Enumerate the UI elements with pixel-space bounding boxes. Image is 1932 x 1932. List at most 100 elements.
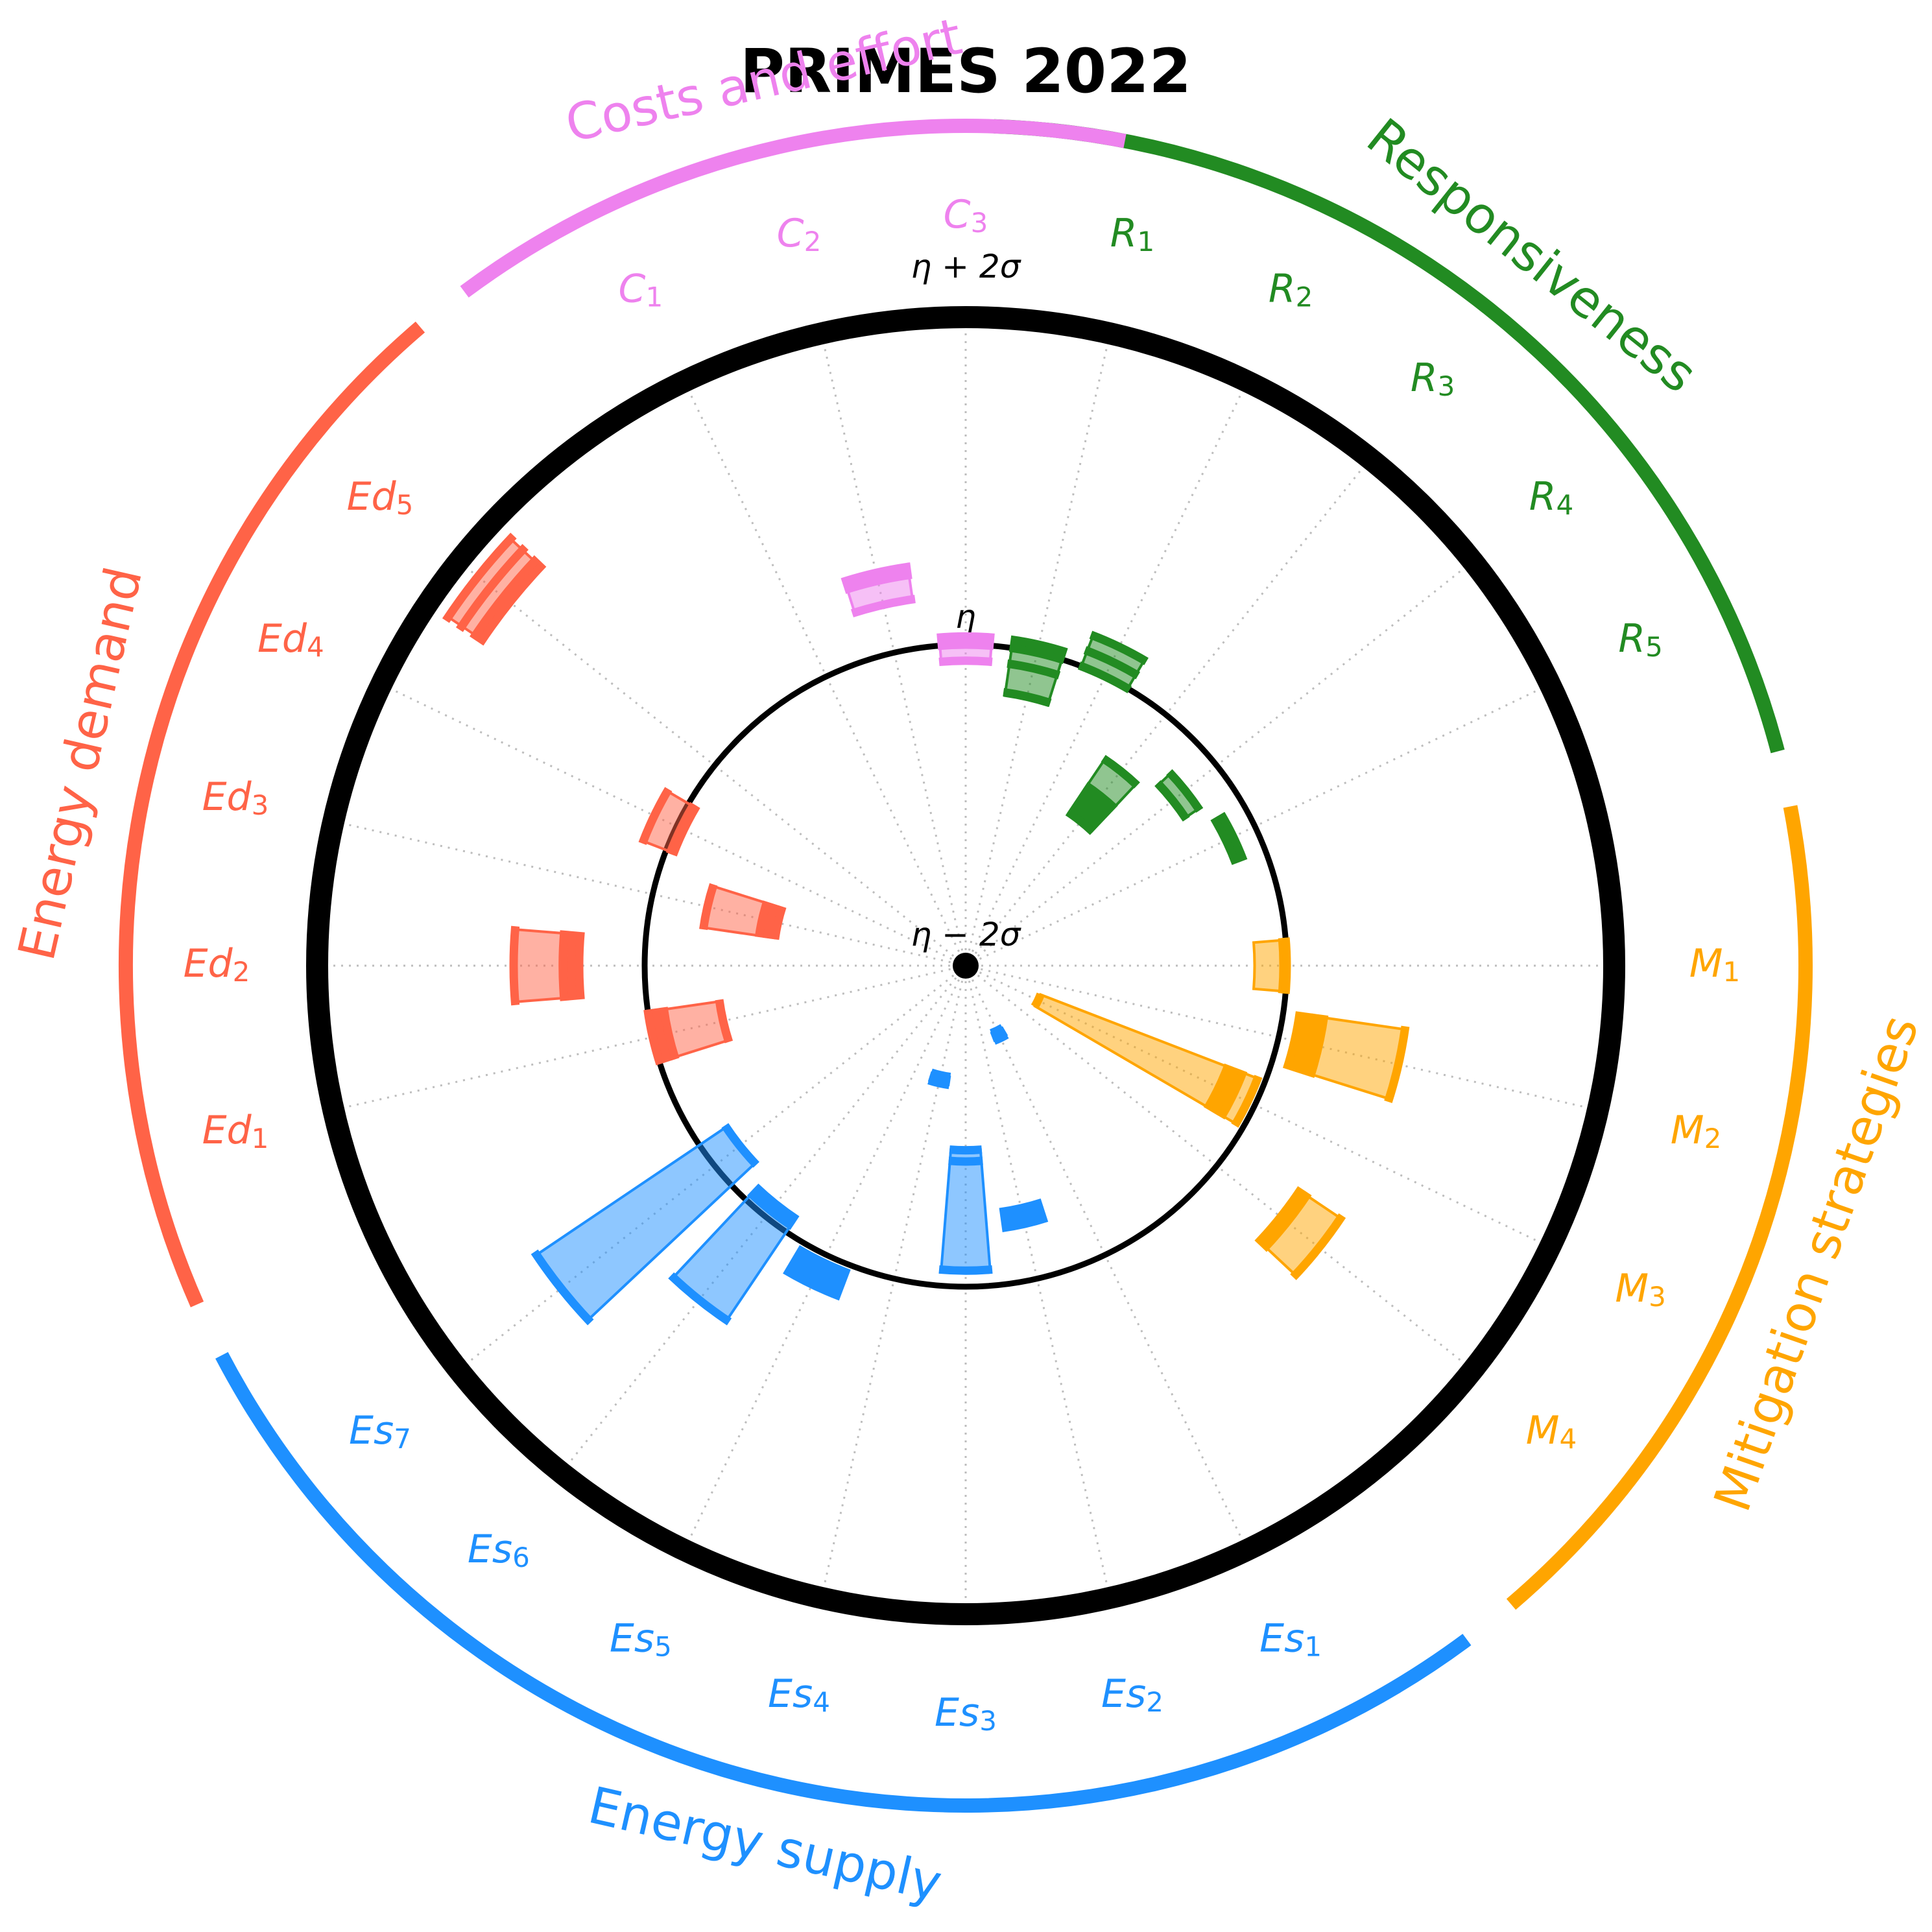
value-mark-r1-2 bbox=[1007, 659, 1061, 680]
variable-label-r4: R4 bbox=[1529, 473, 1573, 520]
value-mark-r4-1 bbox=[1154, 780, 1190, 822]
center-reference-label: η − 2σ bbox=[911, 916, 1021, 953]
value-mark-es2-1 bbox=[999, 1198, 1044, 1217]
value-mark-m3-2 bbox=[1203, 1063, 1233, 1112]
outer-reference-circle bbox=[306, 306, 1625, 1625]
variable-label-es4: Es4 bbox=[768, 1671, 830, 1718]
value-mark-m4-3 bbox=[1290, 1213, 1346, 1280]
chart-title: PRIMES 2022 bbox=[740, 36, 1191, 107]
variable-label-ed5: Ed5 bbox=[347, 473, 414, 520]
value-mark-es6-2 bbox=[746, 1189, 795, 1230]
spoke-line-es1 bbox=[964, 965, 1248, 1551]
value-mark-ed1-4 bbox=[643, 1008, 665, 1066]
value-mark-es1-1 bbox=[989, 1024, 1005, 1038]
value-mark-m2-5 bbox=[1384, 1025, 1410, 1103]
value-mark-c3-2 bbox=[937, 640, 994, 650]
value-mark-r2-3 bbox=[1089, 630, 1149, 665]
value-mark-es3-3 bbox=[938, 1265, 993, 1275]
value-mark-ed2-1 bbox=[575, 931, 585, 1000]
value-mark-m3-5 bbox=[1231, 1075, 1263, 1128]
center-reference-dot bbox=[953, 953, 979, 979]
value-mark-m2-2 bbox=[1291, 1012, 1313, 1073]
value-mark-es1-2 bbox=[992, 1031, 1009, 1045]
value-mark-r3-3 bbox=[1074, 794, 1107, 824]
value-mark-m2-3 bbox=[1298, 1013, 1320, 1076]
value-mark-r3-1 bbox=[1065, 808, 1096, 835]
variable-label-r1: R1 bbox=[1110, 211, 1154, 257]
variable-label-c1: C1 bbox=[619, 266, 663, 313]
range-bars bbox=[442, 532, 1410, 1326]
spoke-line-r3 bbox=[964, 458, 1371, 966]
variable-label-m4: M4 bbox=[1526, 1408, 1577, 1455]
value-mark-es5-3 bbox=[787, 1259, 845, 1293]
value-mark-r1-3 bbox=[1008, 643, 1066, 665]
value-mark-r5-1 bbox=[1210, 816, 1240, 865]
value-mark-ed2-4 bbox=[509, 925, 520, 1006]
value-mark-c2-2 bbox=[843, 570, 912, 594]
value-mark-r4-2 bbox=[1166, 769, 1204, 813]
value-mark-ed3-3 bbox=[754, 900, 771, 938]
value-mark-es7-1 bbox=[721, 1123, 759, 1168]
value-mark-es5-4 bbox=[783, 1266, 842, 1301]
group-arc-energy-supply bbox=[215, 1352, 1472, 1813]
value-mark-m2-4 bbox=[1306, 1014, 1329, 1079]
value-mark-es5-2 bbox=[791, 1252, 848, 1285]
variable-label-m3: M3 bbox=[1615, 1266, 1666, 1313]
value-mark-r3-5 bbox=[1083, 781, 1118, 812]
value-mark-es6-1 bbox=[752, 1183, 800, 1224]
group-arc-costs-and-effort bbox=[460, 119, 1127, 298]
value-mark-ed2-2 bbox=[566, 931, 577, 1001]
variable-label-c2: C2 bbox=[777, 211, 822, 257]
value-mark-ed3-1 bbox=[770, 905, 787, 940]
value-mark-ed2-3 bbox=[558, 930, 569, 1001]
value-mark-r3-4 bbox=[1079, 788, 1113, 818]
spoke-line-r4 bbox=[965, 560, 1473, 967]
value-mark-r5-2 bbox=[1217, 811, 1248, 863]
mean-reference-label: η bbox=[955, 598, 976, 636]
variable-label-r3: R3 bbox=[1411, 355, 1455, 402]
value-mark-es4-1 bbox=[929, 1068, 951, 1082]
value-mark-c3-1 bbox=[938, 656, 993, 667]
value-mark-es6-3 bbox=[668, 1272, 732, 1326]
group-label-mitigation-strategies: Mitigation strategies bbox=[1704, 1008, 1931, 1519]
variable-label-es1: Es1 bbox=[1259, 1616, 1322, 1662]
spoke-line-c1 bbox=[683, 381, 967, 966]
variable-label-r2: R2 bbox=[1269, 266, 1313, 313]
group-arc-responsiveness bbox=[994, 119, 1785, 754]
value-mark-ed5-2 bbox=[470, 555, 541, 641]
value-mark-es3-1 bbox=[949, 1145, 983, 1155]
value-mark-ed1-3 bbox=[651, 1008, 672, 1063]
range-band-es3 bbox=[940, 1148, 992, 1272]
value-mark-r2-1 bbox=[1077, 661, 1132, 694]
variable-label-es3: Es3 bbox=[935, 1690, 997, 1737]
value-mark-ed4-2 bbox=[665, 802, 698, 855]
spoke-line-m4 bbox=[965, 964, 1473, 1371]
variable-label-ed2: Ed2 bbox=[184, 941, 250, 988]
outer-reference-label: η + 2σ bbox=[911, 248, 1021, 285]
value-mark-m3-4 bbox=[1217, 1069, 1248, 1120]
variable-label-es7: Es7 bbox=[349, 1408, 411, 1455]
variable-label-es5: Es5 bbox=[610, 1616, 672, 1662]
variable-label-r5: R5 bbox=[1618, 615, 1662, 662]
value-mark-ed1-2 bbox=[659, 1007, 680, 1061]
value-mark-ed1-1 bbox=[715, 999, 733, 1044]
value-mark-ed3-2 bbox=[763, 903, 779, 939]
value-mark-m4-1 bbox=[1254, 1186, 1306, 1246]
value-mark-es5-1 bbox=[795, 1245, 851, 1278]
value-mark-c2-1 bbox=[850, 595, 916, 617]
value-mark-r1-4 bbox=[1010, 635, 1068, 657]
value-mark-c2-3 bbox=[841, 562, 911, 586]
value-mark-ed3-4 bbox=[699, 883, 718, 931]
value-mark-r2-2 bbox=[1083, 646, 1141, 680]
value-mark-ed4-3 bbox=[638, 787, 673, 845]
value-mark-es4-2 bbox=[927, 1076, 950, 1090]
value-mark-ed5-3 bbox=[455, 543, 529, 632]
variable-label-es2: Es2 bbox=[1101, 1671, 1163, 1718]
spoke-line-es2 bbox=[964, 965, 1111, 1599]
group-arc-energy-demand bbox=[119, 321, 425, 1307]
variable-label-c3: C3 bbox=[944, 192, 988, 239]
value-mark-m3-3 bbox=[1210, 1066, 1240, 1115]
value-mark-m2-1 bbox=[1282, 1011, 1304, 1071]
spoke-line-r5 bbox=[965, 683, 1551, 967]
